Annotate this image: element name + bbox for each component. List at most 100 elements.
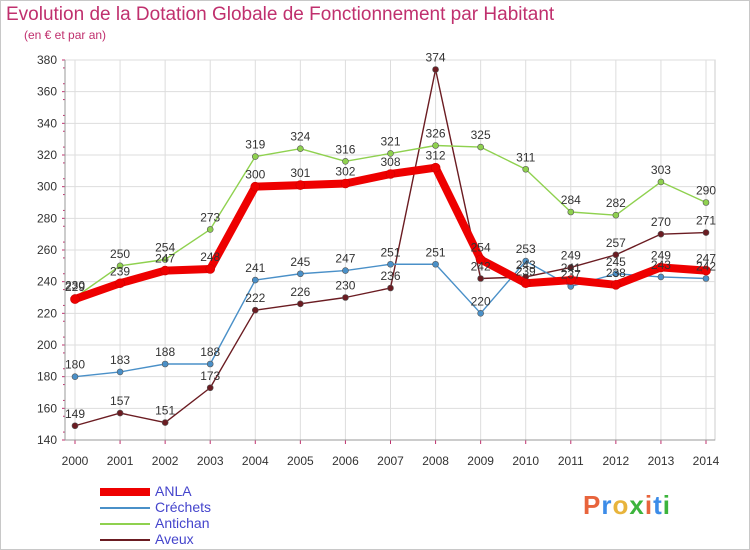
data-label: 251 [380, 245, 400, 259]
x-tick-label: 2003 [197, 454, 224, 468]
data-label: 220 [471, 294, 491, 308]
data-point [116, 409, 124, 417]
data-label: 242 [471, 260, 491, 274]
data-point [342, 158, 349, 165]
y-tick-label: 260 [37, 243, 57, 257]
y-tick-label: 240 [37, 275, 57, 289]
data-point [295, 180, 306, 190]
data-point [567, 264, 575, 271]
data-point [342, 294, 349, 301]
data-point [432, 66, 439, 73]
data-point [657, 230, 665, 238]
data-point [475, 254, 486, 265]
brand-letter: o [612, 490, 630, 520]
data-label: 302 [335, 165, 355, 179]
data-label: 374 [426, 51, 446, 65]
data-label: 254 [471, 241, 491, 255]
data-label: 248 [200, 250, 220, 264]
data-point [206, 360, 214, 368]
data-label: 239 [110, 264, 130, 278]
legend-swatch [100, 523, 150, 525]
x-tick-label: 2012 [603, 454, 630, 468]
legend-swatch [100, 488, 150, 496]
brand-letter: i [644, 490, 654, 520]
legend-swatch [100, 507, 150, 509]
y-tick-label: 180 [37, 370, 57, 384]
data-point [612, 211, 620, 219]
data-label: 249 [651, 248, 671, 262]
data-label: 326 [426, 127, 446, 141]
data-point [656, 262, 666, 273]
data-label: 151 [155, 404, 175, 418]
data-point [387, 260, 394, 268]
data-point [387, 150, 394, 157]
data-label: 290 [696, 184, 716, 198]
data-label: 243 [651, 258, 671, 272]
data-label: 226 [290, 285, 310, 299]
data-point [70, 294, 80, 304]
data-label: 230 [335, 279, 355, 293]
data-point [477, 310, 484, 317]
data-label: 321 [380, 134, 400, 148]
data-point [116, 368, 124, 376]
y-tick-label: 220 [37, 306, 57, 320]
y-tick-label: 340 [37, 116, 57, 130]
data-point [432, 142, 439, 149]
data-point [340, 178, 351, 189]
data-point [161, 256, 169, 263]
data-label: 282 [606, 196, 626, 210]
data-point [522, 257, 530, 265]
data-label: 238 [606, 266, 626, 280]
data-point [657, 178, 665, 186]
data-point [430, 162, 441, 173]
data-label: 183 [110, 353, 130, 367]
data-label: 222 [245, 291, 265, 305]
x-tick-label: 2002 [152, 454, 179, 468]
x-tick-label: 2005 [287, 454, 314, 468]
data-point [522, 165, 530, 173]
data-label: 311 [516, 150, 535, 164]
data-point [385, 169, 396, 179]
legend-label: Aveux [155, 531, 194, 547]
data-point [387, 284, 394, 292]
brand-letter: t [653, 490, 663, 520]
data-label: 236 [380, 269, 400, 283]
data-label: 271 [696, 214, 716, 228]
data-label: 230 [65, 279, 85, 293]
data-point [520, 278, 531, 289]
data-point [702, 199, 710, 206]
data-point [567, 208, 575, 216]
data-point [612, 270, 620, 278]
data-label: 250 [110, 247, 130, 261]
y-tick-label: 160 [37, 401, 57, 415]
x-tick-label: 2006 [332, 454, 359, 468]
data-label: 284 [561, 193, 581, 207]
data-point [702, 275, 710, 282]
chart-subtitle: (en € et par an) [24, 28, 107, 42]
brand-logo: Proxiti [583, 490, 671, 521]
data-point [251, 153, 259, 160]
data-label: 303 [651, 163, 671, 177]
data-point [71, 422, 79, 430]
data-point [477, 275, 484, 282]
data-point [297, 300, 304, 308]
legend-swatch [100, 539, 150, 541]
data-label: 325 [471, 128, 491, 142]
data-label: 301 [290, 166, 310, 180]
data-label: 245 [606, 255, 626, 269]
data-label: 237 [561, 267, 581, 281]
x-tick-label: 2008 [422, 454, 449, 468]
data-label: 249 [561, 248, 581, 262]
data-label: 229 [65, 280, 85, 294]
legend-label: Créchets [155, 499, 212, 515]
data-label: 247 [696, 252, 716, 266]
y-tick-label: 140 [37, 433, 57, 447]
data-point [477, 143, 484, 151]
x-tick-label: 2001 [107, 454, 134, 468]
x-tick-label: 2000 [62, 454, 89, 468]
data-point [701, 265, 711, 276]
data-label: 273 [200, 210, 220, 224]
data-label: 188 [155, 345, 175, 359]
legend-label: Antichan [155, 515, 210, 531]
